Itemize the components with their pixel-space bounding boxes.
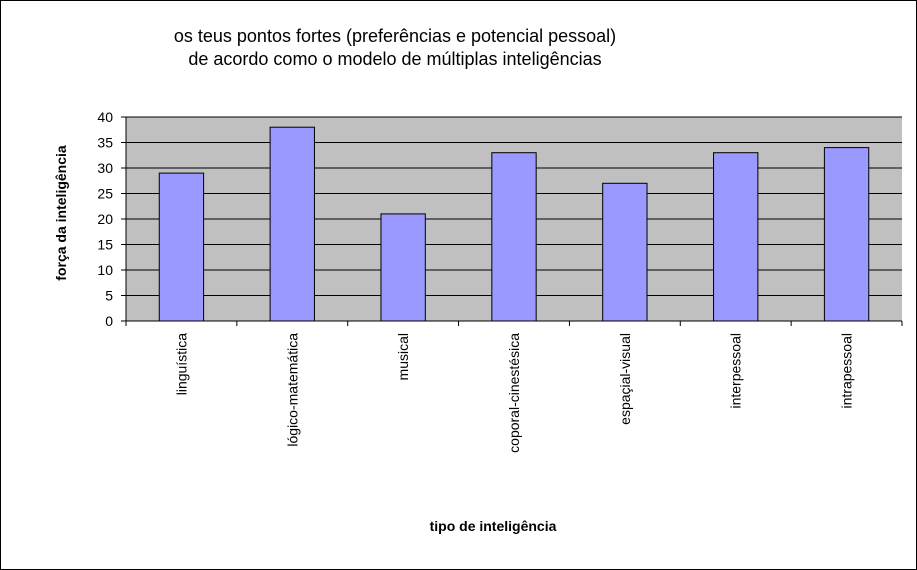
x-tick-label: intrapessoal bbox=[839, 333, 855, 409]
y-tick-label: 10 bbox=[97, 262, 113, 278]
axes bbox=[121, 116, 903, 326]
x-tick-label: musical bbox=[395, 333, 411, 380]
x-tick-label: espaçial-visual bbox=[617, 333, 633, 425]
y-tick-label: 30 bbox=[97, 160, 113, 176]
y-tick-label: 5 bbox=[105, 288, 113, 304]
bar bbox=[602, 182, 648, 322]
y-tick-labels: 0 5 10 15 20 25 30 35 40 bbox=[97, 109, 113, 329]
bar bbox=[380, 213, 426, 322]
y-tick-label: 35 bbox=[97, 135, 113, 151]
bars bbox=[158, 126, 870, 322]
y-tick-label: 20 bbox=[97, 211, 113, 227]
y-tick-label: 25 bbox=[97, 186, 113, 202]
x-tick-labels: linguística lógico-matemática musical copor… bbox=[173, 333, 854, 453]
bar bbox=[158, 172, 205, 322]
bar bbox=[823, 147, 870, 322]
x-tick-label: interpessoal bbox=[728, 333, 744, 409]
x-tick-label: coporal-cinestésica bbox=[506, 333, 522, 453]
x-axis-title: tipo de inteligência bbox=[430, 518, 557, 534]
bar bbox=[491, 152, 537, 322]
y-tick-label: 15 bbox=[97, 237, 113, 253]
chart-title-line-1: os teus pontos fortes (preferências e po… bbox=[174, 26, 616, 46]
bar bbox=[713, 152, 759, 322]
y-tick-label: 40 bbox=[97, 109, 113, 125]
bar bbox=[269, 126, 315, 322]
x-tick-label: linguística bbox=[173, 333, 189, 395]
x-tick-label: lógico-matemática bbox=[284, 333, 300, 447]
y-tick-label: 0 bbox=[105, 313, 113, 329]
chart-title-line-2: de acordo como o modelo de múltiplas int… bbox=[188, 49, 601, 69]
y-axis-title: força da inteligência bbox=[53, 145, 69, 281]
